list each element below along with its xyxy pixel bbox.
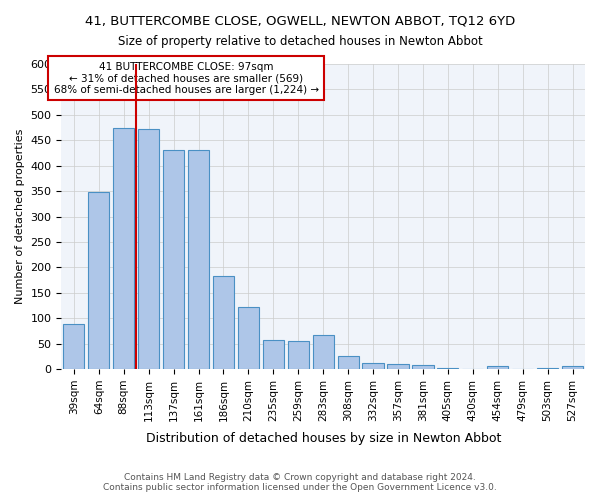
Bar xyxy=(238,307,259,369)
Bar xyxy=(287,341,309,369)
Bar xyxy=(388,364,409,369)
Bar xyxy=(412,366,434,369)
Bar xyxy=(63,324,85,369)
Bar xyxy=(88,192,109,369)
Bar xyxy=(138,128,159,369)
Text: Size of property relative to detached houses in Newton Abbot: Size of property relative to detached ho… xyxy=(118,35,482,48)
Bar xyxy=(437,368,458,369)
Bar xyxy=(487,366,508,369)
Bar xyxy=(537,368,558,369)
Bar xyxy=(163,150,184,369)
Text: 41, BUTTERCOMBE CLOSE, OGWELL, NEWTON ABBOT, TQ12 6YD: 41, BUTTERCOMBE CLOSE, OGWELL, NEWTON AB… xyxy=(85,15,515,28)
Bar xyxy=(338,356,359,369)
Text: 41 BUTTERCOMBE CLOSE: 97sqm
← 31% of detached houses are smaller (569)
68% of se: 41 BUTTERCOMBE CLOSE: 97sqm ← 31% of det… xyxy=(53,62,319,95)
Text: Contains HM Land Registry data © Crown copyright and database right 2024.
Contai: Contains HM Land Registry data © Crown c… xyxy=(103,473,497,492)
Bar xyxy=(263,340,284,369)
Bar xyxy=(362,363,383,369)
Bar xyxy=(113,128,134,369)
Bar xyxy=(313,335,334,369)
Bar xyxy=(213,276,234,369)
Bar xyxy=(562,366,583,369)
Y-axis label: Number of detached properties: Number of detached properties xyxy=(15,129,25,304)
X-axis label: Distribution of detached houses by size in Newton Abbot: Distribution of detached houses by size … xyxy=(146,432,501,445)
Bar xyxy=(188,150,209,369)
